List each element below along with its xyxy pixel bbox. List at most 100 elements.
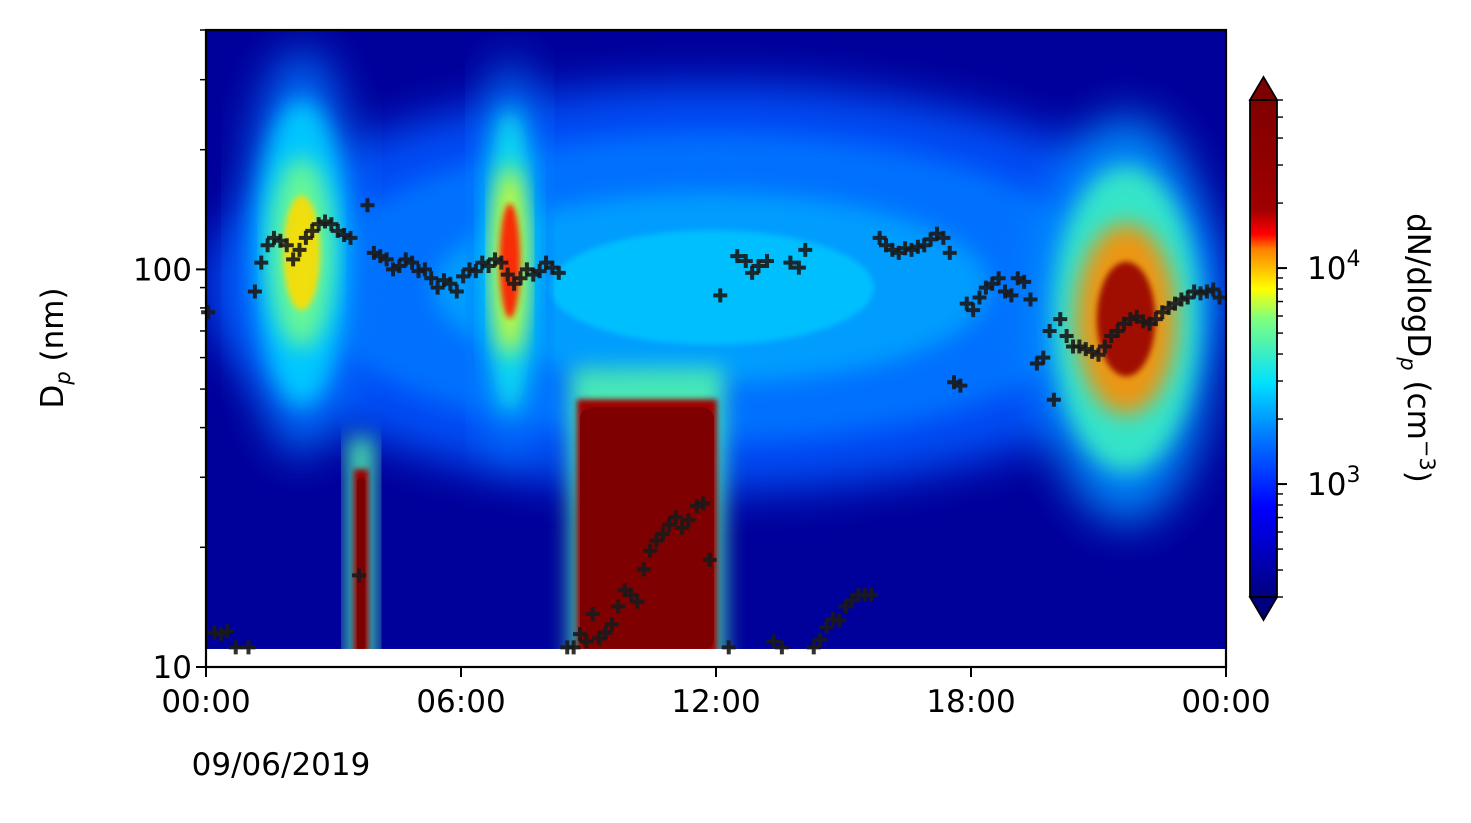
mode-diameter-marker (279, 238, 294, 253)
mode-diameter-marker (864, 587, 879, 602)
mode-diameter-marker (751, 258, 766, 273)
no-data-strip (206, 648, 1226, 667)
x-tick-label: 00:00 (161, 684, 250, 720)
mode-diameter-marker (585, 606, 600, 621)
mode-diameter-marker (379, 252, 394, 267)
mode-diameter-marker (579, 634, 594, 649)
colorbar-tick-base: 10 (1307, 251, 1346, 287)
mode-diameter-markers (201, 198, 1227, 655)
mode-diameter-marker (566, 640, 581, 655)
mode-diameter-marker (228, 640, 243, 655)
mode-diameter-marker (405, 255, 420, 270)
x-date-label: 09/06/2019 (192, 747, 371, 783)
mode-diameter-marker (942, 245, 957, 260)
colorbar-label-sup: −3 (1415, 440, 1439, 471)
y-axis: 10 100 (133, 29, 206, 686)
mode-diameter-marker (254, 255, 269, 270)
mode-diameter-marker (681, 513, 696, 528)
mode-diameter-marker (352, 568, 366, 583)
mode-diameter-marker (738, 253, 753, 268)
mode-diameter-marker (760, 253, 774, 268)
mode-diameter-marker (343, 230, 358, 245)
mode-diameter-marker (468, 264, 483, 279)
colorbar-tick-exponent: 3 (1346, 463, 1360, 488)
mode-diameter-marker (798, 242, 813, 257)
mode-diameter-marker (819, 620, 834, 635)
mode-diameter-marker (643, 543, 658, 558)
y-axis-label: Dp (nm) (35, 287, 75, 408)
mode-diameter-marker (1053, 312, 1068, 327)
mode-diameter-marker (655, 527, 670, 542)
colorbar-tick-label: 104 (1307, 247, 1360, 287)
colorbar-label: dN/dlogDp (cm−3) (1396, 213, 1439, 483)
mode-diameter-marker (966, 303, 981, 318)
mode-diameter-marker (573, 627, 587, 642)
mode-diameter-marker (636, 562, 651, 577)
mode-diameter-marker (832, 613, 847, 628)
mode-diameter-marker (532, 264, 547, 279)
y-axis-label-main: D (35, 385, 71, 409)
mode-diameter-marker (1059, 328, 1074, 343)
mode-diameter-marker (1091, 347, 1106, 362)
y-tick-label: 100 (133, 252, 192, 288)
mode-diameter-marker (1212, 290, 1227, 305)
mode-diameter-marker (360, 198, 375, 213)
mode-diameter-marker (551, 265, 566, 280)
mode-diameter-marker (1046, 392, 1061, 407)
mode-diameter-marker (611, 599, 626, 614)
mode-diameter-marker (872, 230, 887, 245)
mode-diameter-marker (430, 280, 445, 295)
colorbar-gradient (1250, 100, 1277, 597)
mode-diameter-marker (813, 632, 828, 647)
y-axis-label-unit: (nm) (35, 287, 71, 371)
mode-diameter-marker (766, 634, 781, 649)
mode-diameter-marker (730, 249, 745, 264)
x-tick-label: 06:00 (416, 684, 505, 720)
mode-diameter-marker (417, 262, 432, 277)
mode-diameter-marker (791, 260, 806, 275)
mode-diameter-marker (1036, 350, 1051, 365)
heatmap-feature-short-burst (346, 437, 376, 667)
mode-diameter-marker (247, 284, 262, 299)
mode-diameter-marker (500, 267, 515, 282)
mode-diameter-marker (286, 252, 301, 267)
mode-diameter-marker (1097, 339, 1112, 354)
mode-diameter-marker (1023, 292, 1038, 307)
mode-diameter-marker (598, 625, 613, 640)
y-tick-label: 10 (153, 650, 192, 686)
mode-diameter-marker (972, 290, 987, 305)
mode-diameter-marker (494, 255, 509, 270)
heatmap-feature-early-morning-mode (244, 49, 359, 457)
mode-diameter-marker (1004, 288, 1019, 303)
mode-diameter-marker (991, 271, 1006, 286)
mode-diameter-marker (1206, 282, 1221, 297)
mode-diameter-marker (774, 640, 789, 655)
mode-diameter-marker (668, 510, 683, 525)
colorbar-max-extension (1248, 75, 1279, 101)
mode-diameter-marker (806, 640, 821, 655)
mode-diameter-marker (1042, 323, 1057, 338)
mode-diameter-marker (292, 242, 307, 257)
colorbar-tick-base: 10 (1307, 467, 1346, 503)
mode-diameter-marker (604, 617, 619, 632)
x-axis: 00:00 09/06/2019 06:00 12:00 18:00 00:00 (161, 667, 1271, 783)
mode-diameter-marker (260, 238, 275, 253)
x-tick-label: 00:00 (1181, 684, 1270, 720)
x-tick-label: 18:00 (926, 684, 1015, 720)
mode-diameter-marker (953, 378, 968, 393)
colorbar-label-sub: p (1396, 356, 1420, 370)
mode-diameter-marker (675, 520, 689, 535)
mode-diameter-marker (513, 271, 528, 286)
mode-diameter-marker (201, 305, 216, 320)
colorbar-min-extension (1248, 596, 1279, 622)
mode-diameter-marker (220, 624, 235, 639)
heatmap-feature-nucleation-event (570, 367, 724, 667)
colorbar-tick-exponent: 4 (1346, 247, 1360, 272)
mode-diameter-marker (936, 230, 951, 245)
mode-diameter-marker (630, 594, 645, 609)
colorbar-label-close: ) (1400, 471, 1436, 483)
mode-diameter-marker (456, 269, 471, 284)
colorbar-tick-label: 103 (1307, 463, 1360, 503)
